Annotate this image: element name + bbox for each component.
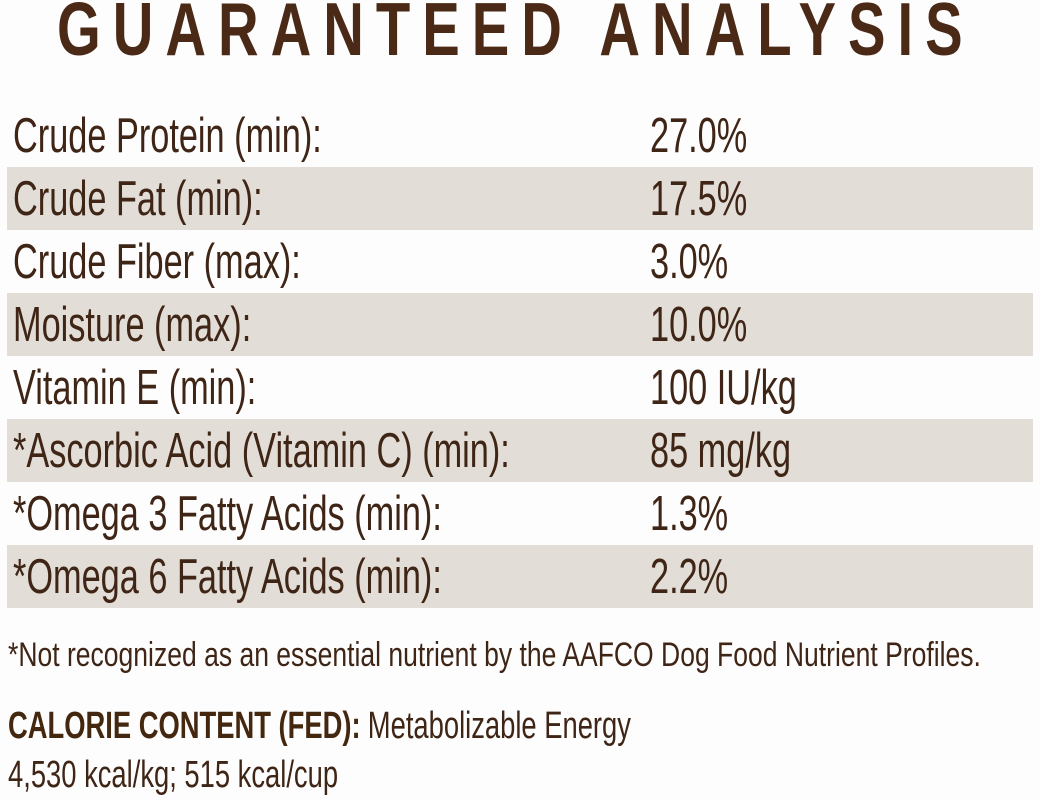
table-row: *Ascorbic Acid (Vitamin C) (min): 85 mg/… [7, 419, 1033, 482]
row-value: 10.0% [650, 297, 748, 352]
calorie-content: CALORIE CONTENT (FED): Metabolizable Ener… [8, 702, 873, 800]
row-label: Crude Fiber (max): [13, 234, 301, 289]
calorie-description: Metabolizable Energy [367, 705, 631, 747]
row-label: *Omega 6 Fatty Acids (min): [13, 549, 442, 604]
footnote: *Not recognized as an essential nutrient… [8, 636, 1040, 675]
calorie-heading: CALORIE CONTENT (FED): [8, 705, 361, 747]
table-row: Crude Protein (min): 27.0% [7, 104, 1033, 167]
table-row: Moisture (max): 10.0% [7, 293, 1033, 356]
row-value: 85 mg/kg [650, 423, 792, 478]
calorie-line-1: CALORIE CONTENT (FED): Metabolizable Ener… [8, 702, 873, 751]
table-row: Crude Fat (min): 17.5% [7, 167, 1033, 230]
table-row: *Omega 3 Fatty Acids (min): 1.3% [7, 482, 1033, 545]
table-row: *Omega 6 Fatty Acids (min): 2.2% [7, 545, 1033, 608]
row-value: 2.2% [650, 549, 729, 604]
row-label: *Ascorbic Acid (Vitamin C) (min): [13, 423, 510, 478]
page-title: GUARANTEED ANALYSIS [57, 0, 975, 71]
guaranteed-analysis-table: Crude Protein (min): 27.0% Crude Fat (mi… [7, 104, 1033, 608]
row-label: Moisture (max): [13, 297, 252, 352]
row-label: Crude Fat (min): [13, 171, 263, 226]
footnote-text: *Not recognized as an essential nutrient… [8, 636, 981, 674]
calorie-values: 4,530 kcal/kg; 515 kcal/cup [8, 754, 339, 796]
row-label: Vitamin E (min): [13, 360, 257, 415]
row-value: 100 IU/kg [650, 360, 797, 415]
row-value: 27.0% [650, 108, 748, 163]
row-value: 3.0% [650, 234, 729, 289]
row-label: *Omega 3 Fatty Acids (min): [13, 486, 442, 541]
row-label: Crude Protein (min): [13, 108, 322, 163]
table-row: Vitamin E (min): 100 IU/kg [7, 356, 1033, 419]
table-row: Crude Fiber (max): 3.0% [7, 230, 1033, 293]
calorie-line-2: 4,530 kcal/kg; 515 kcal/cup [8, 751, 873, 800]
row-value: 1.3% [650, 486, 729, 541]
row-value: 17.5% [650, 171, 748, 226]
